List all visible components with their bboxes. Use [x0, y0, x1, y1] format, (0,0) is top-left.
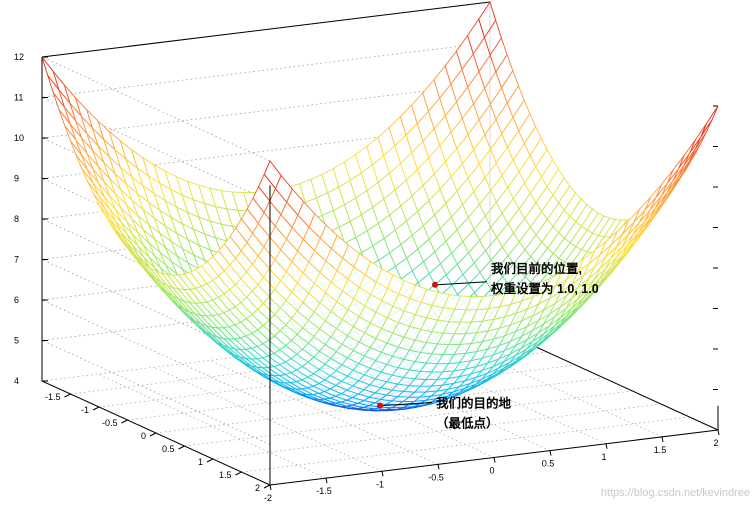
destination-marker: [377, 402, 383, 409]
y-tick-mark-6: [235, 471, 242, 476]
x-tick-mark-7: [661, 436, 664, 442]
floor-grid-x-3: [209, 360, 439, 465]
floor-grid-y-3: [184, 390, 633, 447]
mesh-cell: [700, 105, 719, 137]
y-tick-mark-0: [64, 393, 71, 398]
z-tick-label-1: 5: [14, 336, 19, 346]
destination-label-1: （最低点）: [436, 416, 499, 431]
z-tick-label-3: 7: [14, 255, 19, 265]
x-tick-mark-2: [381, 471, 384, 477]
y-tick-label-4: 0.5: [162, 444, 175, 454]
z-tick-label-5: 9: [14, 174, 19, 184]
floor-grid-x-1: [97, 373, 327, 479]
axis-ticks: 456789101112-1.5-1-0.500.511.52-2-1.5-1-…: [14, 52, 720, 503]
surface-mesh: [41, 0, 719, 412]
y-tick-label-3: 0: [141, 431, 146, 441]
x-tick-mark-5: [549, 450, 552, 456]
y-tick-mark-3: [149, 432, 157, 437]
current-position-marker: [432, 281, 438, 288]
z-tick-label-6: 10: [14, 133, 24, 143]
floor-grid-x-6: [377, 339, 607, 445]
y-tick-label-0: -1.5: [45, 392, 61, 402]
x-tick-label-0: -2: [264, 493, 272, 503]
x-tick-label-5: 0.5: [542, 459, 555, 469]
current-position-label-0: 我们目前的位置,: [491, 261, 582, 276]
x-tick-mark-4: [493, 457, 496, 463]
x-tick-mark-8: [717, 429, 720, 436]
z-tick-label-7: 11: [14, 93, 23, 103]
z-tick-label-2: 6: [14, 295, 19, 305]
z-tick-label-4: 8: [14, 214, 19, 224]
y-tick-mark-5: [206, 458, 214, 463]
y-tick-mark-1: [92, 406, 100, 411]
x-tick-mark-3: [437, 464, 440, 470]
y-tick-label-2: -0.5: [102, 418, 118, 428]
x-tick-label-7: 1.5: [654, 445, 667, 455]
annotations: 我们的目的地 （最低点） 我们目前的位置, 权重设置为 1.0, 1.0: [377, 261, 599, 431]
y-tick-label-1: -1: [81, 405, 89, 415]
current-position-leader: [437, 281, 488, 286]
z-tick-label-0: 4: [14, 376, 19, 386]
y-tick-mark-7: [263, 484, 271, 489]
floor-grid-y-1: [241, 416, 690, 473]
x-tick-label-8: 2: [713, 438, 718, 448]
floor-grid-x-5: [321, 346, 551, 451]
x-tick-label-4: 0: [489, 466, 494, 476]
destination-label-0: 我们的目的地: [436, 396, 512, 411]
y-tick-label-6: 1.5: [219, 470, 232, 480]
x-tick-label-6: 1: [601, 452, 606, 462]
destination-leader: [382, 402, 433, 406]
x-tick-mark-1: [325, 478, 328, 484]
top-back-edge: [41, 1, 491, 58]
watermark: https://blog.csdn.net/kevindree: [601, 487, 750, 499]
floor-grid-x-2: [153, 366, 383, 472]
floor-grid-x-4: [265, 353, 495, 458]
y-tick-label-5: 1: [198, 457, 203, 467]
x-tick-label-1: -1.5: [316, 486, 332, 496]
x-tick-label-2: -1: [376, 479, 384, 489]
y-tick-mark-4: [178, 445, 185, 450]
z-tick-label-8: 12: [14, 52, 24, 62]
x-tick-label-3: -0.5: [428, 472, 444, 482]
y-tick-mark-2: [121, 419, 128, 424]
floor-grid-x-7: [433, 332, 663, 438]
floor-grid-y-2: [212, 403, 662, 460]
current-position-label-1: 权重设置为 1.0, 1.0: [490, 281, 599, 296]
x-tick-mark-6: [605, 443, 608, 449]
x-tick-mark-0: [269, 484, 272, 491]
y-tick-label-7: 2: [255, 483, 260, 493]
